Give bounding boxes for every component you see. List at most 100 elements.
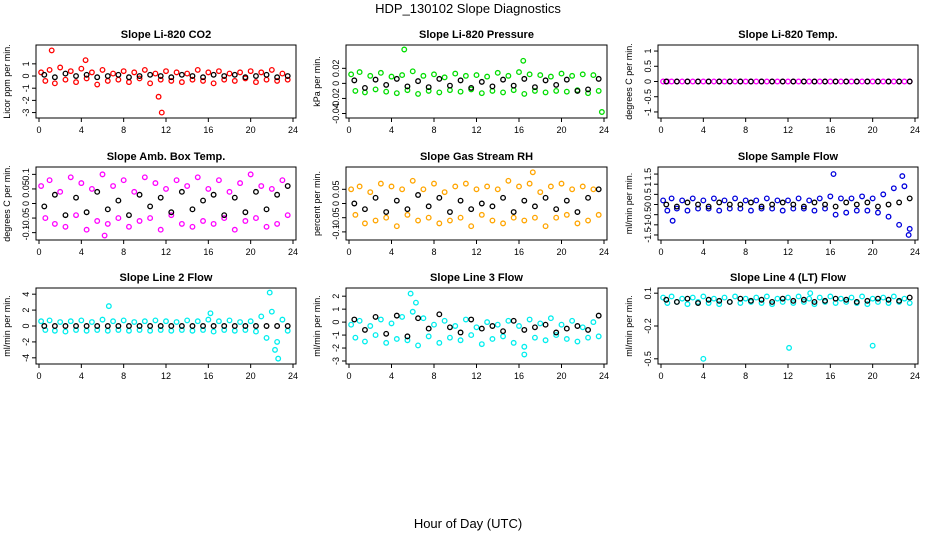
y-tick-label: -0.5 bbox=[643, 207, 653, 223]
data-point bbox=[869, 195, 876, 202]
data-point bbox=[383, 330, 390, 337]
data-point bbox=[372, 76, 379, 83]
data-point bbox=[205, 185, 212, 192]
data-point bbox=[700, 355, 707, 362]
data-point bbox=[83, 327, 90, 334]
x-tick-label: 12 bbox=[471, 247, 481, 257]
x-tick-label: 12 bbox=[783, 371, 793, 381]
data-point bbox=[837, 195, 844, 202]
data-point bbox=[284, 76, 291, 83]
data-point bbox=[226, 317, 233, 324]
data-point bbox=[284, 73, 291, 79]
data-point bbox=[356, 69, 363, 76]
data-point bbox=[769, 301, 776, 308]
data-point bbox=[231, 71, 238, 78]
data-point bbox=[105, 303, 112, 310]
y-axis-label: percent per min. bbox=[312, 171, 322, 236]
data-point bbox=[716, 301, 723, 308]
data-point bbox=[753, 294, 760, 301]
data-point bbox=[726, 298, 733, 305]
y-axis-label: degrees C per min. bbox=[2, 165, 12, 242]
x-tick-label: 16 bbox=[203, 247, 213, 257]
data-point bbox=[46, 317, 53, 324]
data-point bbox=[431, 321, 437, 328]
data-point bbox=[441, 189, 448, 196]
data-point bbox=[367, 323, 374, 329]
data-point bbox=[748, 297, 754, 304]
data-point bbox=[763, 293, 770, 300]
y-tick-label: 4 bbox=[21, 292, 31, 297]
x-tick-label: 16 bbox=[514, 247, 524, 257]
data-point bbox=[104, 77, 111, 84]
data-point bbox=[806, 295, 813, 302]
data-point bbox=[189, 323, 196, 329]
series-hourly-slopes bbox=[663, 195, 913, 210]
chart-panel-2: Slope Li-820 Pressure 0 4 8 12 16 20 24 -0.04-0.… bbox=[312, 29, 609, 135]
data-point bbox=[769, 201, 776, 208]
data-point bbox=[726, 78, 733, 85]
data-point bbox=[200, 74, 206, 81]
data-point bbox=[372, 332, 379, 339]
data-point bbox=[184, 70, 191, 77]
data-point bbox=[352, 334, 359, 341]
y-tick-label: 2 bbox=[331, 294, 341, 299]
data-point bbox=[46, 66, 53, 73]
data-point bbox=[574, 338, 581, 345]
data-point bbox=[669, 217, 676, 224]
data-point bbox=[684, 295, 691, 302]
data-point bbox=[457, 88, 464, 95]
data-point bbox=[168, 327, 175, 334]
data-point bbox=[62, 323, 69, 329]
x-tick-label: 20 bbox=[868, 125, 878, 135]
data-point bbox=[253, 73, 259, 79]
data-point bbox=[221, 323, 228, 329]
data-point bbox=[361, 326, 368, 333]
x-tick-label: 16 bbox=[825, 371, 835, 381]
data-point bbox=[57, 64, 64, 71]
y-axis-label: Licor ppm per min. bbox=[2, 44, 12, 119]
data-point bbox=[221, 73, 228, 79]
data-point bbox=[558, 180, 565, 187]
data-point bbox=[832, 78, 839, 85]
data-point bbox=[194, 66, 201, 73]
data-point bbox=[284, 212, 291, 219]
data-point bbox=[38, 183, 45, 189]
data-point bbox=[263, 76, 270, 83]
data-point bbox=[774, 197, 781, 204]
data-point bbox=[547, 183, 554, 190]
data-point bbox=[258, 313, 265, 320]
x-tick-label: 20 bbox=[556, 247, 566, 257]
data-point bbox=[811, 301, 818, 308]
data-point bbox=[664, 207, 671, 214]
data-point bbox=[110, 70, 117, 77]
data-point bbox=[436, 220, 443, 227]
data-point bbox=[684, 199, 691, 206]
data-point bbox=[853, 207, 860, 214]
data-point bbox=[822, 78, 828, 85]
data-point bbox=[457, 197, 464, 204]
data-point bbox=[689, 294, 696, 301]
data-point bbox=[679, 78, 686, 85]
data-point bbox=[415, 90, 422, 97]
data-point bbox=[800, 203, 807, 210]
data-point bbox=[457, 214, 464, 221]
data-point bbox=[585, 86, 592, 93]
data-point bbox=[526, 71, 533, 78]
data-point bbox=[758, 300, 765, 306]
data-point bbox=[779, 295, 786, 302]
data-point bbox=[173, 319, 180, 325]
data-point bbox=[41, 323, 48, 329]
data-point bbox=[274, 77, 281, 84]
data-point bbox=[425, 203, 432, 210]
data-point bbox=[663, 78, 670, 85]
data-point bbox=[673, 298, 680, 305]
data-point bbox=[790, 297, 797, 304]
y-tick-label: 1.5 bbox=[643, 168, 653, 181]
data-point bbox=[126, 323, 132, 329]
data-point bbox=[420, 186, 427, 193]
data-point bbox=[404, 206, 411, 213]
data-point bbox=[816, 294, 823, 301]
x-tick-label: 24 bbox=[910, 247, 920, 257]
data-point bbox=[178, 323, 185, 329]
y-tick-label: -2 bbox=[21, 96, 31, 104]
